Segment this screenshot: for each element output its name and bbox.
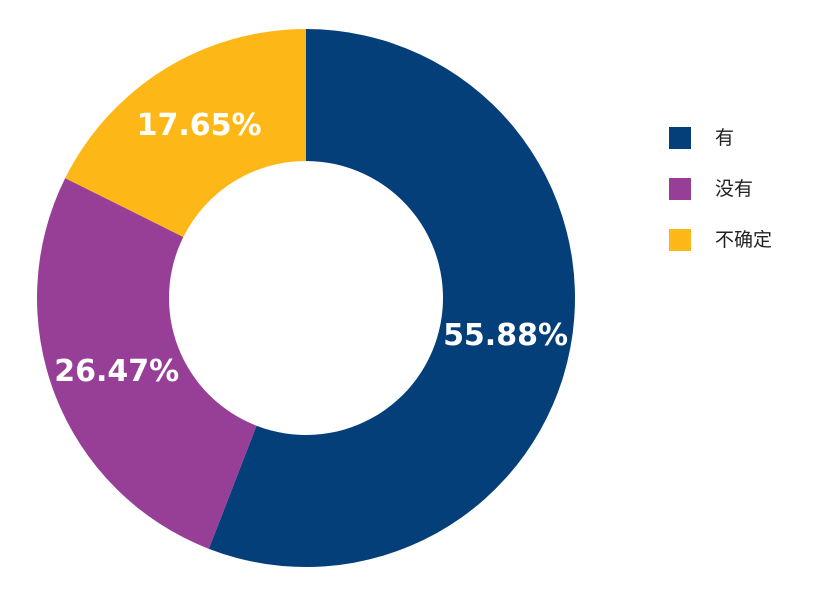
slice-yes[interactable] (208, 29, 576, 567)
legend-swatch-unsure (669, 229, 691, 251)
legend-label-unsure: 不确定 (715, 229, 773, 251)
legend-item-unsure[interactable]: 不确定 (669, 229, 772, 251)
legend-label-no: 没有 (715, 178, 754, 200)
legend-item-yes[interactable]: 有 (669, 127, 772, 149)
slice-label-yes: 55.88% (443, 318, 568, 353)
slice-label-no: 26.47% (54, 354, 179, 389)
slice-label-unsure: 17.65% (137, 108, 262, 143)
slice-no[interactable] (37, 178, 257, 549)
legend-item-no[interactable]: 没有 (669, 178, 772, 200)
legend-label-yes: 有 (715, 127, 735, 149)
slice-unsure[interactable] (65, 29, 306, 237)
legend-swatch-yes (669, 127, 691, 149)
legend-swatch-no (669, 178, 691, 200)
chart-legend: 有 没有 不确定 (669, 127, 772, 280)
